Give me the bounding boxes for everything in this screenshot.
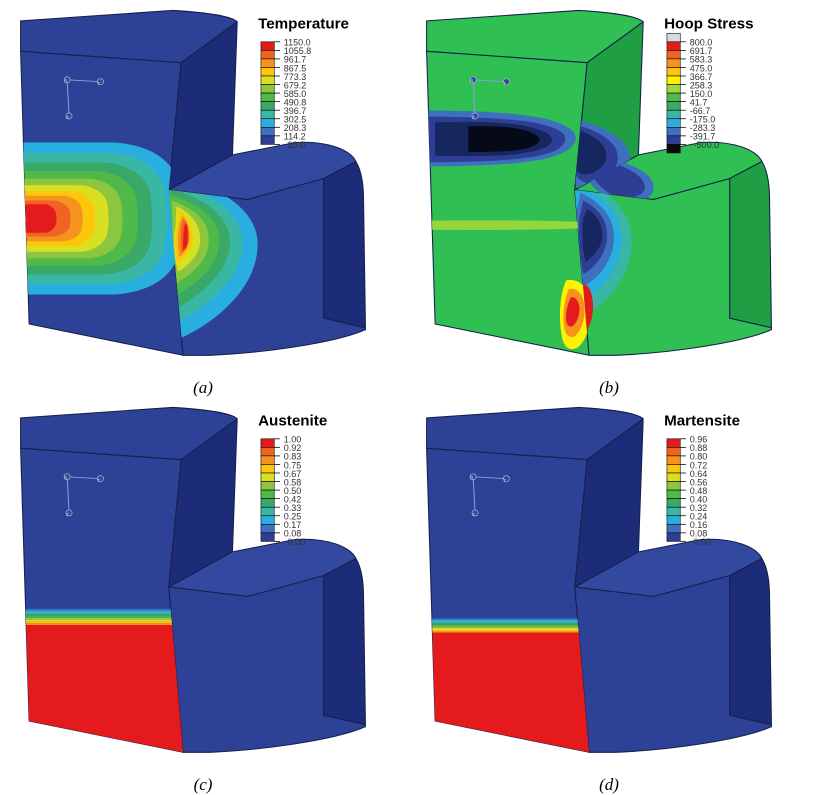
svg-text:T: T <box>98 478 101 483</box>
svg-text:Hoop Stress: Hoop Stress <box>664 16 753 33</box>
svg-text:Z: Z <box>66 115 69 120</box>
svg-text:R: R <box>470 79 473 84</box>
svg-text:R: R <box>470 476 473 481</box>
svg-text:T: T <box>504 478 507 483</box>
svg-text:R: R <box>64 476 67 481</box>
svg-text:Temperature: Temperature <box>258 16 349 33</box>
svg-text:T: T <box>98 81 101 86</box>
svg-text:20.0: 20.0 <box>288 140 306 150</box>
svg-text:0.00: 0.00 <box>288 537 306 547</box>
svg-text:Z: Z <box>472 512 475 517</box>
svg-text:-500.0: -500.0 <box>694 140 720 150</box>
svg-text:Z: Z <box>66 512 69 517</box>
svg-text:Z: Z <box>472 115 475 120</box>
svg-text:Austenite: Austenite <box>258 413 327 430</box>
svg-text:T: T <box>504 81 507 86</box>
svg-text:R: R <box>64 79 67 84</box>
svg-text:Martensite: Martensite <box>664 413 740 430</box>
svg-text:0.00: 0.00 <box>694 537 712 547</box>
